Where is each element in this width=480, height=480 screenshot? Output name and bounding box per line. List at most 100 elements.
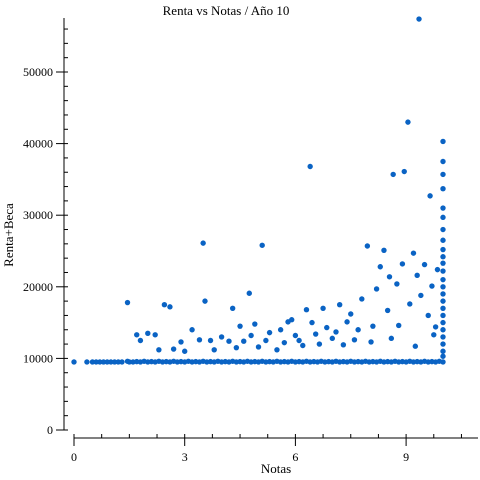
data-point (156, 347, 162, 353)
data-point (440, 268, 446, 274)
data-point (281, 339, 288, 346)
y-tick-label: 30000 (23, 208, 53, 222)
data-point (134, 332, 140, 338)
data-point (303, 307, 310, 313)
y-tick-label: 50000 (23, 65, 53, 79)
data-point (384, 307, 391, 314)
data-point (373, 286, 380, 292)
data-point (351, 337, 358, 343)
data-point (108, 359, 114, 365)
data-point (440, 348, 446, 354)
data-point (100, 359, 107, 365)
data-point (377, 264, 383, 270)
data-point (440, 260, 446, 266)
data-point (229, 305, 236, 311)
data-point (89, 359, 96, 365)
y-tick-label: 40000 (23, 137, 53, 151)
data-point (161, 302, 168, 308)
data-point (196, 337, 203, 343)
data-point (340, 342, 347, 348)
data-point (300, 342, 306, 349)
data-point (309, 319, 315, 326)
data-point (233, 344, 240, 351)
data-point (320, 305, 326, 311)
data-point (440, 138, 446, 145)
x-tick-label: 3 (182, 450, 188, 464)
data-point (370, 323, 376, 329)
data-point (440, 312, 446, 319)
data-point (111, 359, 118, 365)
data-point (429, 283, 435, 289)
x-ticks: 0 3 6 9 (71, 434, 462, 464)
data-point (289, 317, 295, 323)
data-point (274, 347, 280, 353)
data-point (333, 329, 339, 335)
data-point (296, 337, 302, 344)
data-point (124, 299, 131, 306)
data-point (364, 243, 371, 249)
data-point (440, 237, 446, 243)
data-point (263, 337, 269, 344)
data-point (104, 359, 110, 365)
data-point (316, 341, 323, 347)
data-point (440, 353, 446, 359)
data-point (440, 305, 446, 311)
data-point (390, 171, 396, 178)
data-point (170, 346, 177, 352)
data-point (167, 304, 173, 310)
y-tick-label: 0 (47, 423, 53, 437)
data-point (440, 291, 446, 297)
data-point (381, 247, 387, 253)
data-point (324, 324, 330, 331)
data-point (434, 266, 441, 273)
x-tick-label: 6 (292, 450, 298, 464)
data-point (344, 319, 350, 325)
data-point (440, 359, 446, 365)
data-point (119, 359, 125, 365)
data-point (425, 312, 431, 319)
data-point (440, 205, 446, 211)
data-point (421, 261, 428, 268)
data-point (126, 359, 133, 365)
data-point (237, 323, 243, 329)
data-point (386, 274, 393, 280)
x-tick-label: 9 (403, 450, 409, 464)
data-point (211, 347, 217, 353)
data-point (440, 158, 446, 165)
y-ticks: 0 10000 20000 30000 40000 50000 (23, 28, 68, 437)
x-axis-label: Notas (261, 461, 291, 476)
data-point (178, 339, 184, 345)
chart-title: Renta vs Notas / Año 10 (163, 3, 290, 18)
data-point (277, 327, 284, 333)
data-point (440, 298, 446, 304)
data-point (246, 290, 252, 296)
data-point (416, 16, 422, 22)
data-point (394, 281, 400, 287)
data-point (432, 324, 439, 330)
data-point (388, 335, 395, 342)
data-point (401, 168, 407, 175)
data-point (248, 332, 254, 339)
data-point (440, 284, 446, 290)
data-point (431, 332, 437, 338)
data-point (348, 311, 354, 317)
data-point (241, 338, 247, 344)
data-point (329, 335, 335, 342)
data-point (137, 337, 144, 344)
data-point (418, 292, 424, 299)
data-point (359, 296, 365, 302)
data-point (292, 332, 299, 339)
data-point (145, 330, 151, 337)
data-point (440, 276, 446, 283)
data-point (259, 242, 265, 248)
data-point (115, 359, 121, 365)
data-point (312, 331, 319, 337)
data-point (410, 250, 417, 256)
data-point (202, 298, 208, 304)
data-point (255, 344, 262, 350)
data-point (440, 226, 446, 233)
data-point (412, 343, 419, 349)
data-point (440, 334, 446, 340)
data-point (405, 119, 411, 125)
